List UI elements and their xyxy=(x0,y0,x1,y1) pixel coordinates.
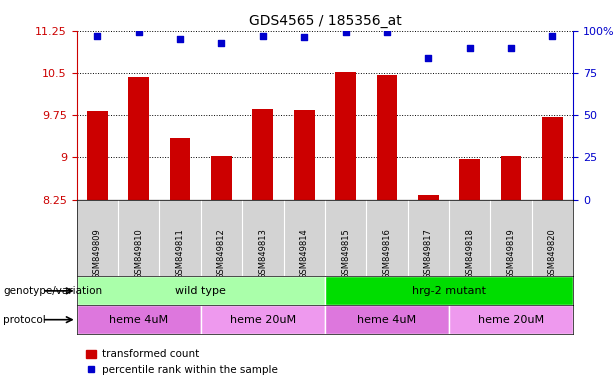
Bar xyxy=(77,305,201,334)
Point xyxy=(465,45,474,51)
Text: wild type: wild type xyxy=(175,286,226,296)
Bar xyxy=(325,305,449,334)
Bar xyxy=(87,111,108,200)
Bar xyxy=(170,138,191,200)
Text: heme 4uM: heme 4uM xyxy=(109,314,168,325)
Text: heme 4uM: heme 4uM xyxy=(357,314,416,325)
Point xyxy=(547,33,557,39)
Bar xyxy=(253,109,273,200)
Bar xyxy=(449,305,573,334)
Bar xyxy=(128,78,149,200)
Bar xyxy=(501,156,522,200)
Title: GDS4565 / 185356_at: GDS4565 / 185356_at xyxy=(248,14,402,28)
Point xyxy=(258,33,268,39)
Point xyxy=(216,40,226,46)
Text: heme 20uM: heme 20uM xyxy=(478,314,544,325)
Bar xyxy=(294,110,314,200)
Point xyxy=(341,29,351,35)
Legend: transformed count, percentile rank within the sample: transformed count, percentile rank withi… xyxy=(82,345,281,379)
Bar xyxy=(459,159,480,200)
Point xyxy=(299,35,309,41)
Text: protocol: protocol xyxy=(3,314,46,325)
Bar xyxy=(335,73,356,200)
Bar xyxy=(376,74,397,200)
Point xyxy=(134,29,143,35)
Text: hrg-2 mutant: hrg-2 mutant xyxy=(412,286,486,296)
Point xyxy=(506,45,516,51)
Point xyxy=(175,36,185,42)
Text: genotype/variation: genotype/variation xyxy=(3,286,102,296)
Point xyxy=(93,33,102,39)
Bar xyxy=(418,195,439,200)
Bar xyxy=(211,156,232,200)
Bar xyxy=(77,276,325,305)
Bar xyxy=(325,276,573,305)
Bar xyxy=(201,305,325,334)
Point xyxy=(382,29,392,35)
Point xyxy=(424,55,433,61)
Bar xyxy=(542,117,563,200)
Text: heme 20uM: heme 20uM xyxy=(230,314,296,325)
